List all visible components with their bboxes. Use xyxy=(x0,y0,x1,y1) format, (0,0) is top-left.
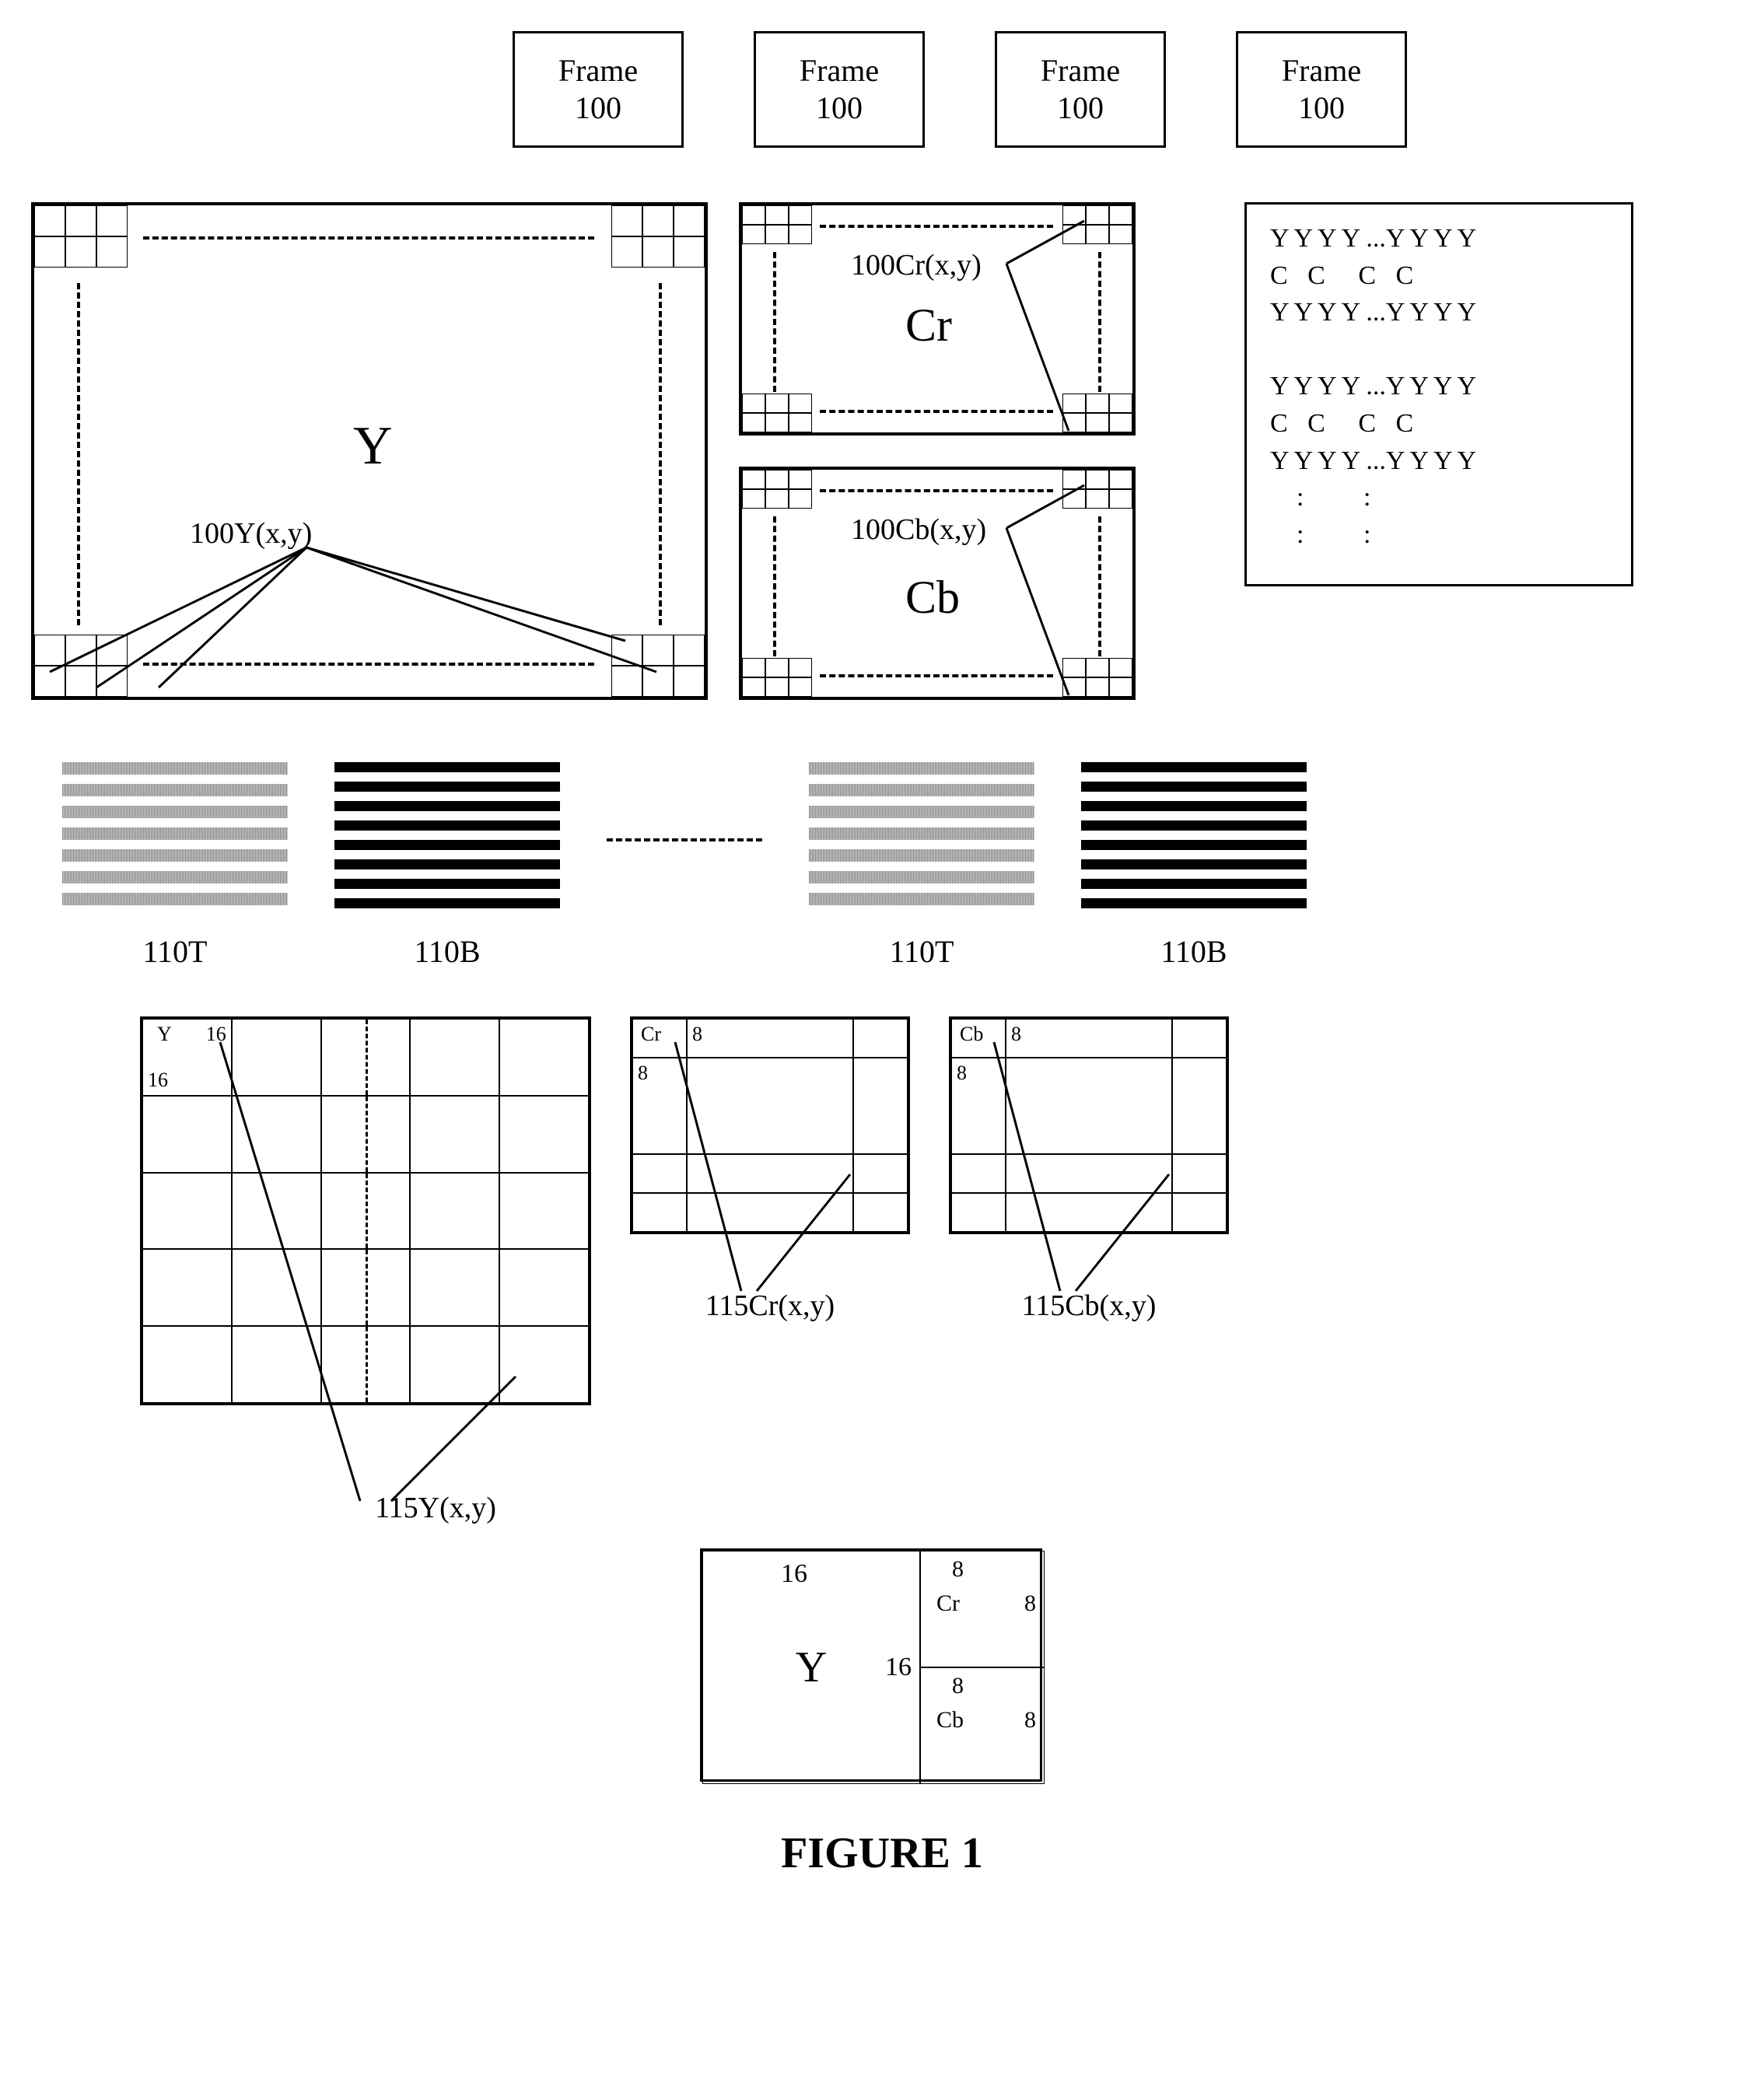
frame-label-bottom: 100 xyxy=(816,89,863,127)
macroblock-y-container: Y1616 115Y(x,y) xyxy=(140,1016,591,1525)
field-top xyxy=(62,762,288,918)
frame-box: Frame 100 xyxy=(754,31,925,148)
macroblock-cr: Cr 8 8 xyxy=(630,1016,910,1234)
label-110B: 110B xyxy=(1081,933,1307,970)
cr-label: Cr xyxy=(905,299,952,352)
interlace-row xyxy=(62,762,1733,918)
frames-row: Frame 100 Frame 100 Frame 100 Frame 100 xyxy=(187,31,1733,148)
macroblock-cr-container: Cr 8 8 115Cr(x,y) xyxy=(630,1016,910,1323)
crcb-column: 100Cr(x,y) Cr 100Cb(x,y) Cb xyxy=(739,202,1136,700)
frame-label-top: Frame xyxy=(800,52,879,89)
ycbcr-sampling-matrix: Y Y Y Y ...Y Y Y Y C C C C Y Y Y Y ...Y … xyxy=(1244,202,1633,586)
frame-label-top: Frame xyxy=(1041,52,1120,89)
macroblock-cb-callout: 115Cb(x,y) xyxy=(949,1289,1229,1323)
y-plane-panel: Y 100Y(x,y) xyxy=(31,202,708,700)
field-top xyxy=(809,762,1034,918)
frame-label-top: Frame xyxy=(1282,52,1361,89)
label-110B: 110B xyxy=(334,933,560,970)
cb-label: Cb xyxy=(905,571,960,624)
label-110T: 110T xyxy=(62,933,288,970)
plane-row: Y 100Y(x,y) 100Cr(x,y) C xyxy=(31,202,1733,700)
macroblock-row: Y1616 115Y(x,y) Cr 8 xyxy=(140,1016,1733,1525)
field-bottom xyxy=(1081,762,1307,918)
frame-label-top: Frame xyxy=(558,52,638,89)
field-bottom xyxy=(334,762,560,918)
cr-callout: 100Cr(x,y) xyxy=(851,248,982,282)
macroblock-composite-row: 16 Y 16 8 Cr 8 8 Cb 8 xyxy=(700,1548,1733,1782)
y-callout: 100Y(x,y) xyxy=(190,516,312,551)
macroblock-cb: Cb 8 8 xyxy=(949,1016,1229,1234)
y-label: Y xyxy=(353,415,393,478)
cb-plane-panel: 100Cb(x,y) Cb xyxy=(739,467,1136,700)
macroblock-y-callout: 115Y(x,y) xyxy=(280,1491,591,1525)
frame-box: Frame 100 xyxy=(995,31,1166,148)
frame-label-bottom: 100 xyxy=(1057,89,1104,127)
cb-callout: 100Cb(x,y) xyxy=(851,513,986,547)
macroblock-cb-container: Cb 8 8 115Cb(x,y) xyxy=(949,1016,1229,1323)
frame-label-bottom: 100 xyxy=(575,89,621,127)
frame-box: Frame 100 xyxy=(1236,31,1407,148)
cr-plane-panel: 100Cr(x,y) Cr xyxy=(739,202,1136,436)
figure-1-diagram: Frame 100 Frame 100 Frame 100 Frame 100 xyxy=(31,31,1733,1878)
frame-box: Frame 100 xyxy=(513,31,684,148)
macroblock-y: Y1616 xyxy=(140,1016,591,1405)
frame-label-bottom: 100 xyxy=(1298,89,1345,127)
label-110T: 110T xyxy=(809,933,1034,970)
figure-title: FIGURE 1 xyxy=(31,1828,1733,1878)
macroblock-cr-callout: 115Cr(x,y) xyxy=(630,1289,910,1323)
ellipsis-dash xyxy=(607,838,762,841)
macroblock-composite: 16 Y 16 8 Cr 8 8 Cb 8 xyxy=(700,1548,1042,1782)
